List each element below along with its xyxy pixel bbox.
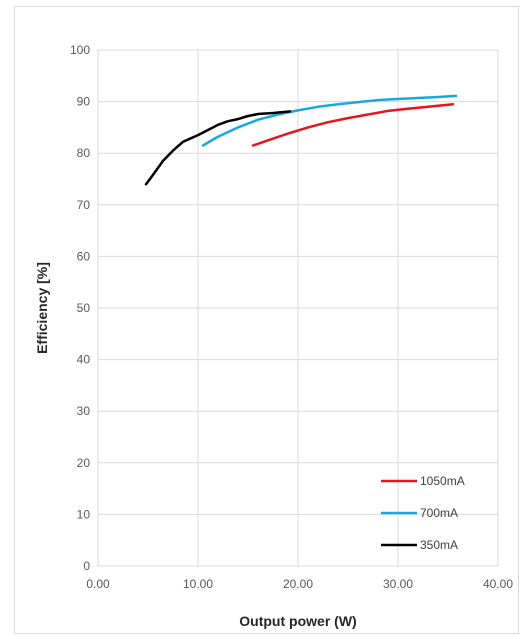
legend-label: 350mA <box>420 538 458 552</box>
series-line-1050mA <box>251 102 455 147</box>
y-tick-label: 100 <box>70 43 90 57</box>
y-tick-label: 40 <box>77 353 91 367</box>
x-axis-title: Output power (W) <box>239 613 356 629</box>
y-tick-label: 50 <box>77 301 91 315</box>
x-tick-label: 10.00 <box>183 577 213 591</box>
series-line-350mA <box>144 110 292 186</box>
series-line-700mA <box>201 94 458 147</box>
y-tick-label: 60 <box>77 249 91 263</box>
y-tick-label: 20 <box>77 456 91 470</box>
legend: 1050mA 700mA 350mA <box>381 474 465 552</box>
grid <box>97 49 499 567</box>
legend-label: 1050mA <box>420 474 465 488</box>
x-tick-label: 0.00 <box>86 577 110 591</box>
y-tick-label: 10 <box>77 507 91 521</box>
y-tick-label: 30 <box>77 404 91 418</box>
y-axis-title: Efficiency [%] <box>34 262 50 354</box>
x-tick-label: 40.00 <box>483 577 513 591</box>
y-tick-label: 80 <box>77 146 91 160</box>
y-tick-label: 0 <box>83 559 90 573</box>
x-tick-label: 30.00 <box>383 577 413 591</box>
x-tick-label: 20.00 <box>283 577 313 591</box>
series-lines <box>144 94 458 186</box>
legend-label: 700mA <box>420 506 458 520</box>
tick-labels: 0 10 20 30 40 50 60 70 80 90 100 0.00 10.00 20.00 30.0… <box>70 43 513 591</box>
y-tick-label: 90 <box>77 95 91 109</box>
y-tick-label: 70 <box>77 198 91 212</box>
